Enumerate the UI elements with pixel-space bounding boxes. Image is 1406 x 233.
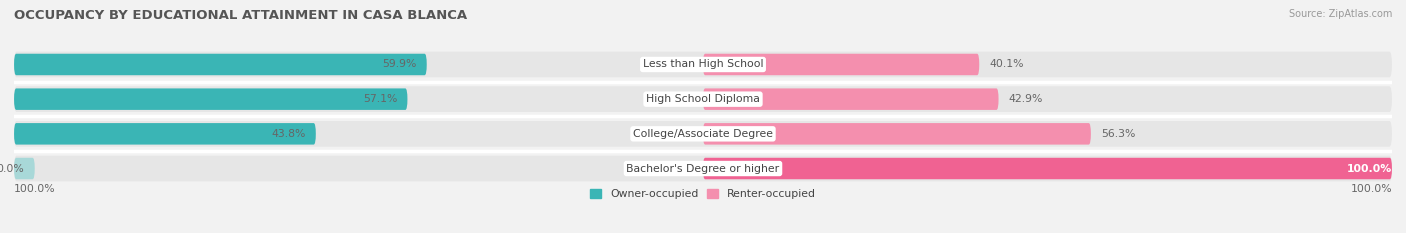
Text: 40.1%: 40.1%	[990, 59, 1024, 69]
Text: Bachelor's Degree or higher: Bachelor's Degree or higher	[627, 164, 779, 174]
FancyBboxPatch shape	[703, 88, 998, 110]
Text: 100.0%: 100.0%	[14, 184, 56, 194]
FancyBboxPatch shape	[14, 86, 1392, 112]
Text: Source: ZipAtlas.com: Source: ZipAtlas.com	[1288, 9, 1392, 19]
FancyBboxPatch shape	[14, 121, 1392, 147]
Text: 100.0%: 100.0%	[1347, 164, 1392, 174]
FancyBboxPatch shape	[14, 156, 1392, 181]
Text: 43.8%: 43.8%	[271, 129, 305, 139]
FancyBboxPatch shape	[703, 158, 1392, 179]
FancyBboxPatch shape	[14, 158, 35, 179]
Text: 0.0%: 0.0%	[0, 164, 24, 174]
FancyBboxPatch shape	[14, 52, 1392, 77]
FancyBboxPatch shape	[703, 54, 979, 75]
Text: Less than High School: Less than High School	[643, 59, 763, 69]
FancyBboxPatch shape	[14, 123, 316, 145]
Text: High School Diploma: High School Diploma	[647, 94, 759, 104]
Text: 59.9%: 59.9%	[382, 59, 416, 69]
FancyBboxPatch shape	[14, 88, 408, 110]
Text: 57.1%: 57.1%	[363, 94, 396, 104]
Text: 100.0%: 100.0%	[1350, 184, 1392, 194]
Legend: Owner-occupied, Renter-occupied: Owner-occupied, Renter-occupied	[586, 185, 820, 204]
FancyBboxPatch shape	[14, 54, 427, 75]
Text: 56.3%: 56.3%	[1101, 129, 1136, 139]
FancyBboxPatch shape	[703, 123, 1091, 145]
Text: College/Associate Degree: College/Associate Degree	[633, 129, 773, 139]
Text: OCCUPANCY BY EDUCATIONAL ATTAINMENT IN CASA BLANCA: OCCUPANCY BY EDUCATIONAL ATTAINMENT IN C…	[14, 9, 467, 22]
Text: 42.9%: 42.9%	[1010, 94, 1043, 104]
